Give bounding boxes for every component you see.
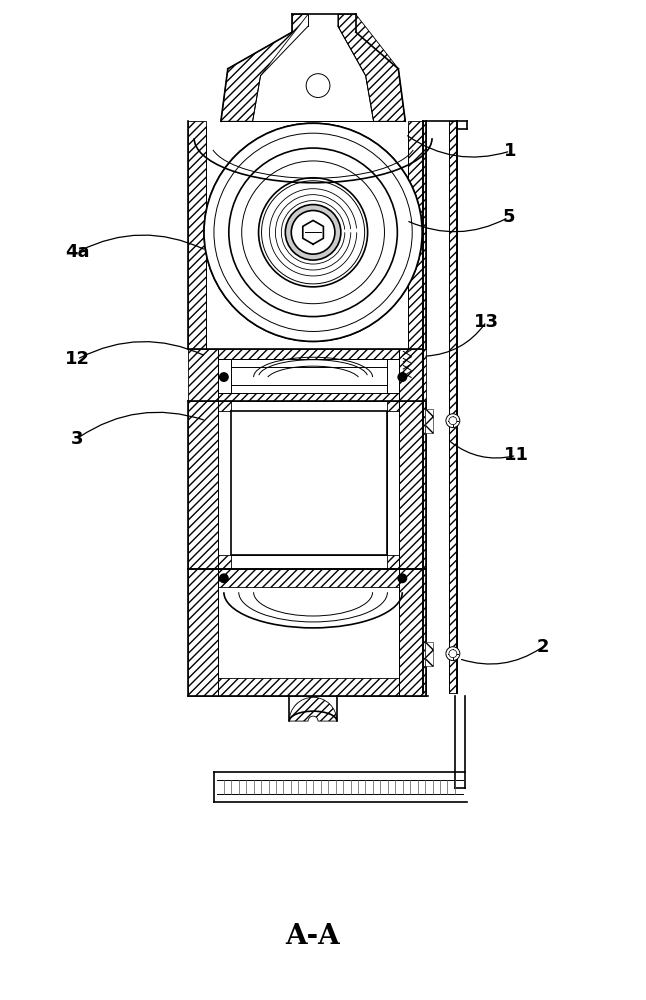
Text: A-A: A-A [286,923,340,950]
Text: 5: 5 [502,208,515,226]
Circle shape [449,417,457,425]
Bar [218,393,399,401]
Text: 2: 2 [537,638,549,656]
Bar [218,349,399,359]
Text: 12: 12 [65,350,90,368]
Bar [218,401,231,411]
Bar [399,569,426,696]
Bar [231,411,388,555]
Circle shape [446,647,460,661]
Text: 11: 11 [504,446,529,464]
Circle shape [286,205,341,260]
Polygon shape [338,14,405,121]
Bar [188,121,206,349]
Circle shape [219,372,229,382]
Circle shape [306,74,330,97]
Circle shape [229,148,397,317]
Circle shape [258,178,368,287]
Circle shape [242,161,384,304]
Bar [188,349,218,401]
Text: 1: 1 [504,142,517,160]
Wedge shape [204,123,422,341]
Bar [399,349,426,401]
Circle shape [397,573,407,583]
Polygon shape [221,14,308,121]
Bar [218,678,399,696]
Circle shape [214,133,412,331]
Circle shape [204,123,422,341]
Circle shape [397,372,407,382]
Circle shape [446,414,460,428]
Text: 3: 3 [71,430,83,448]
Wedge shape [229,148,397,317]
Bar [388,555,399,569]
Bar [218,569,399,587]
Circle shape [262,181,364,284]
Bar [188,401,218,569]
Circle shape [291,211,335,254]
Bar [399,401,426,569]
Bar [449,121,457,693]
Bar [425,642,433,666]
Text: 4a: 4a [65,243,89,261]
Circle shape [219,573,229,583]
Bar [188,569,218,696]
Bar [218,555,231,569]
Circle shape [449,650,457,658]
Bar [408,121,426,349]
Text: 13: 13 [474,313,499,331]
Bar [388,401,399,411]
Bar [425,409,433,433]
Wedge shape [289,697,337,721]
